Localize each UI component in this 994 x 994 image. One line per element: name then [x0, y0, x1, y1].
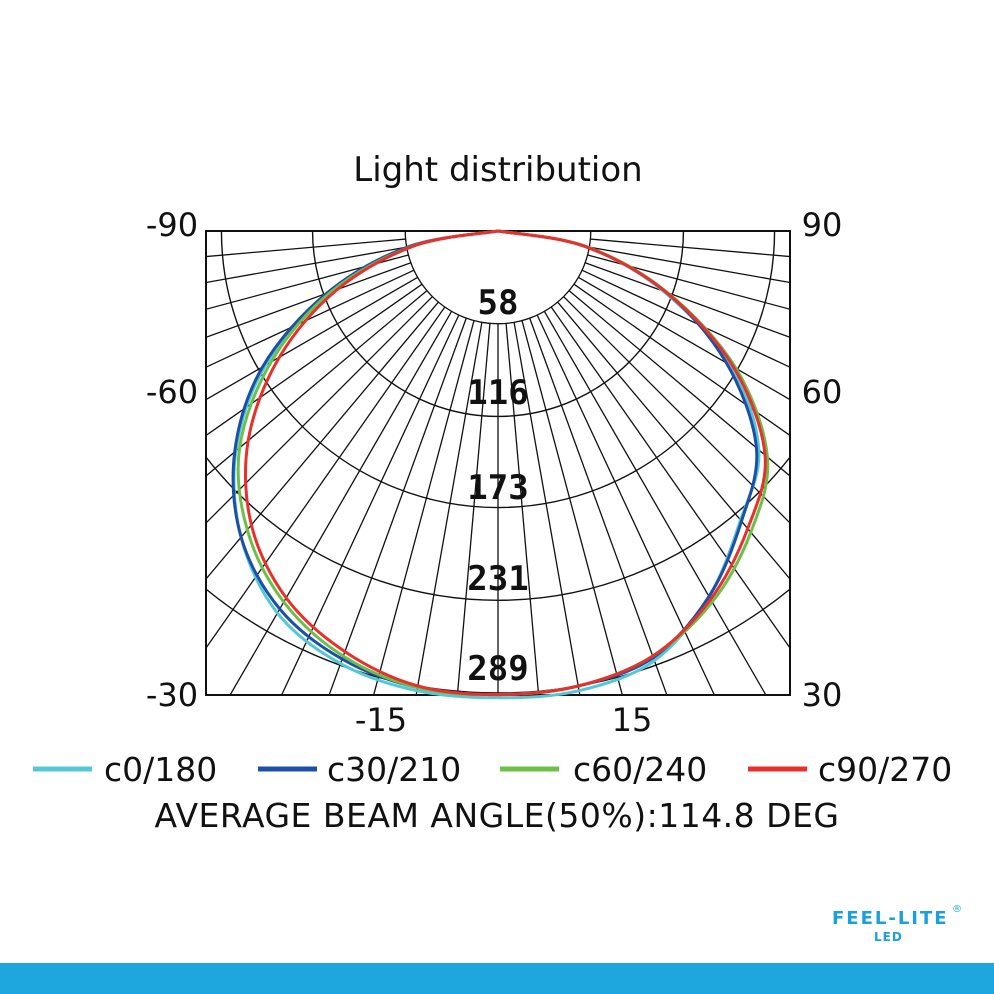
- legend-label: c60/240: [573, 750, 707, 789]
- grid-spoke: [206, 269, 415, 368]
- grid-ring: [311, 231, 685, 418]
- grid-spoke: [206, 301, 439, 581]
- grid-spoke: [229, 310, 453, 695]
- grid-spoke: [577, 276, 790, 401]
- grid-spoke: [206, 276, 419, 401]
- grid-spoke: [456, 323, 491, 695]
- distribution-curves: [231, 229, 770, 700]
- chart-title: Light distribution: [353, 150, 642, 190]
- grid-spoke: [206, 306, 446, 650]
- grid-spoke: [590, 238, 790, 258]
- grid-spoke: [513, 322, 581, 695]
- radial-tick-label: 116: [467, 373, 528, 413]
- right-angle-label: 60: [802, 373, 843, 411]
- grid-spoke: [206, 296, 433, 524]
- grid-spoke: [557, 301, 790, 581]
- grid-spoke: [328, 317, 467, 695]
- grid-ring: [220, 231, 776, 509]
- radial-tick-label: 173: [467, 468, 528, 508]
- grid-spoke: [587, 254, 790, 310]
- grid-spoke: [206, 290, 428, 477]
- grid-spoke: [581, 269, 790, 368]
- grid-spoke: [372, 320, 475, 695]
- grid-spoke: [521, 320, 624, 695]
- registered-mark: ®: [952, 904, 962, 915]
- grid-spoke: [206, 262, 412, 338]
- legend-label: c90/270: [818, 750, 952, 789]
- grid-spoke: [505, 323, 540, 695]
- grid-spoke: [206, 283, 423, 437]
- polar-grid: [206, 231, 790, 695]
- grid-spoke: [543, 310, 767, 695]
- grid-spoke: [563, 296, 790, 524]
- radial-tick-label: 58: [478, 283, 519, 323]
- grid-spoke: [550, 306, 790, 650]
- brand-logo: FEEL-LITE ® LED: [832, 904, 962, 952]
- brand-sub: LED: [874, 930, 903, 944]
- grid-spoke: [529, 317, 668, 695]
- grid-spoke: [280, 314, 460, 695]
- grid-spoke: [206, 238, 406, 258]
- legend: c0/180 c30/210 c60/240 c90/270: [33, 750, 952, 789]
- right-angle-label: 30: [802, 676, 843, 714]
- axis-labels: -90 -60 -30 90 60 30 -15 15 58 116 173 2…: [146, 206, 842, 739]
- series-line-c90-270: [243, 229, 767, 697]
- grid-ring: [206, 587, 790, 694]
- left-angle-label: -90: [146, 206, 198, 244]
- legend-label: c0/180: [104, 750, 217, 789]
- right-angle-label: 90: [802, 206, 843, 244]
- grid-spoke: [536, 314, 716, 695]
- radial-tick-label: 231: [467, 559, 528, 599]
- grid-ring: [206, 455, 790, 601]
- bottom-angle-label: 15: [612, 701, 653, 739]
- grid-spoke: [415, 322, 483, 695]
- bottom-bar: [0, 963, 994, 994]
- legend-label: c30/210: [327, 750, 461, 789]
- grid-spoke: [568, 290, 790, 477]
- bottom-angle-label: -15: [355, 701, 407, 739]
- brand-name: FEEL-LITE: [832, 908, 949, 929]
- grid-spoke: [206, 254, 409, 310]
- left-angle-label: -30: [146, 676, 198, 714]
- radial-tick-label: 289: [467, 649, 528, 689]
- grid-spoke: [573, 283, 790, 437]
- grid-ring: [404, 231, 592, 325]
- left-angle-label: -60: [146, 373, 198, 411]
- series-line-c0-180: [232, 229, 761, 700]
- beam-angle-text: AVERAGE BEAM ANGLE(50%):114.8 DEG: [154, 796, 840, 835]
- grid-spoke: [584, 262, 790, 338]
- grid-spoke: [589, 246, 790, 284]
- inner-disc: [406, 231, 590, 323]
- grid-spoke: [206, 246, 407, 284]
